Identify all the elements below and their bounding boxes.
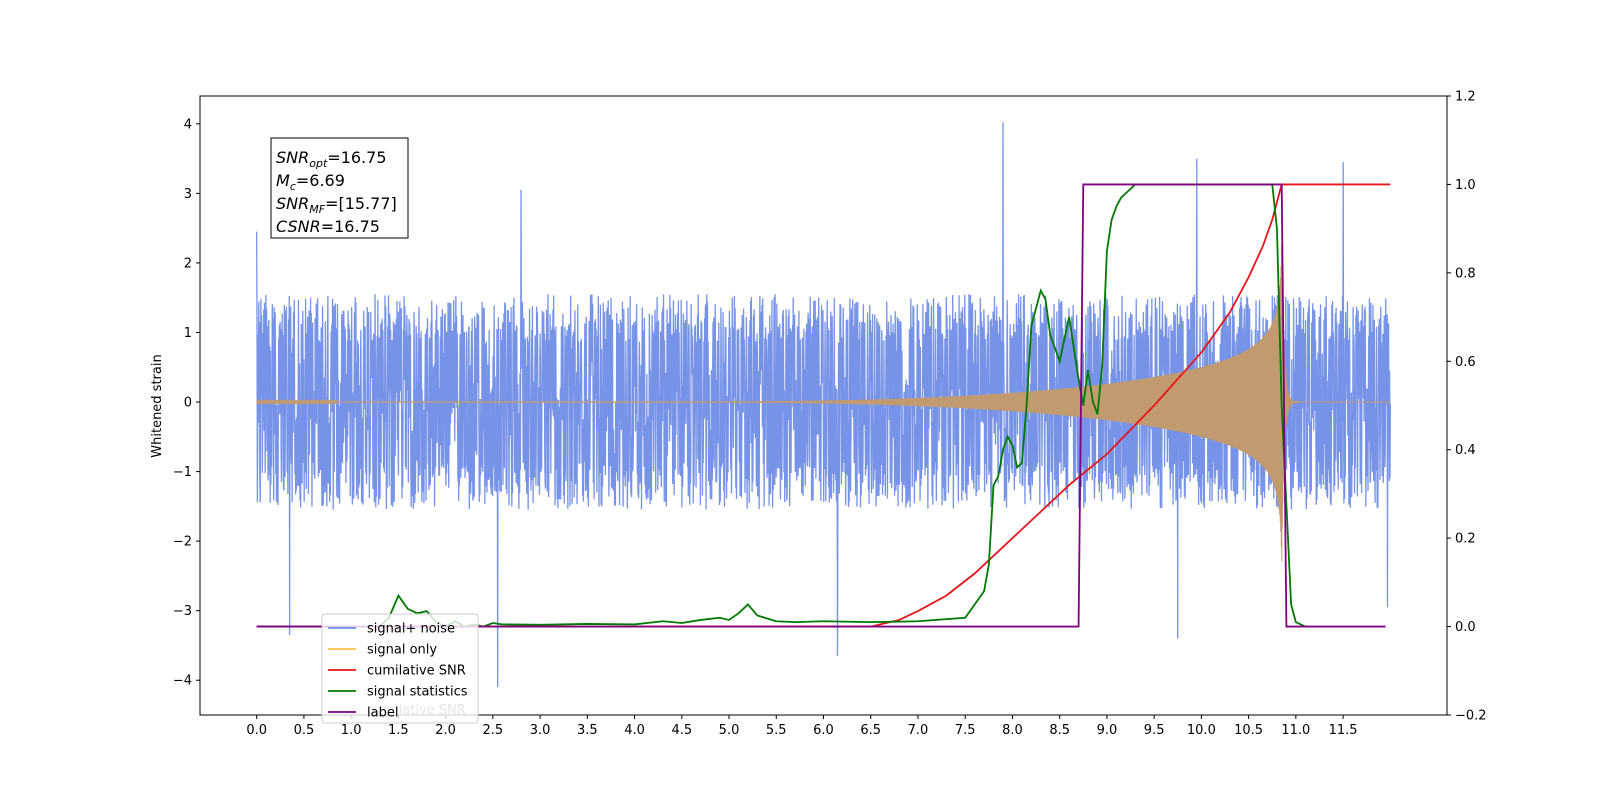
y2-tick-label: 1.2 bbox=[1455, 90, 1476, 105]
y-tick-label: −2 bbox=[173, 535, 192, 550]
y-tick-label: 0 bbox=[184, 396, 192, 411]
y2-tick-label: 0.2 bbox=[1455, 532, 1476, 547]
x-tick-label: 11.0 bbox=[1281, 723, 1310, 738]
x-tick-label: 8.0 bbox=[1002, 723, 1023, 738]
y2-tick-label: 0.0 bbox=[1455, 620, 1476, 635]
x-tick-label: 9.0 bbox=[1097, 723, 1118, 738]
y-tick-label: 1 bbox=[184, 326, 192, 341]
legend-label: cumilative SNR bbox=[367, 664, 466, 679]
x-tick-label: 4.5 bbox=[671, 723, 692, 738]
annotation-line: CSNR=16.75 bbox=[276, 217, 380, 236]
y-tick-label: 2 bbox=[184, 256, 192, 271]
series-2 bbox=[256, 183, 1391, 628]
x-tick-label: 4.0 bbox=[624, 723, 645, 738]
annotation-line: SNRopt=16.75 bbox=[276, 148, 387, 170]
y-axis-label: Whitened strain bbox=[150, 354, 165, 457]
x-tick-label: 0.0 bbox=[246, 723, 267, 738]
y2-tick-label: 0.6 bbox=[1455, 355, 1476, 370]
x-tick-label: 3.5 bbox=[577, 723, 598, 738]
x-tick-label: 8.5 bbox=[1049, 723, 1070, 738]
annotation-line: SNRMF=[15.77] bbox=[276, 194, 397, 216]
y2-tick-label: 0.8 bbox=[1455, 266, 1476, 281]
legend: cumilative SNR signal+ noise signal only cu… bbox=[321, 613, 479, 724]
series-layer bbox=[256, 122, 1391, 688]
y-axis: 4 3 2 1 0 −1 −2 −3 −4 bbox=[173, 117, 200, 689]
x-tick-label: 7.5 bbox=[955, 723, 976, 738]
x-tick-label: 5.5 bbox=[766, 723, 787, 738]
x-axis: 0.0 0.5 1.0 1.5 2.0 2.5 3.0 3.5 4.0 4.5 5.0 5.5 6.0 6… bbox=[246, 715, 1358, 738]
y2-axis: 1.2 1.0 0.8 0.6 0.4 0.2 0.0 −0.2 bbox=[1447, 90, 1487, 724]
series-1 bbox=[256, 245, 1391, 562]
x-tick-label: 1.5 bbox=[388, 723, 409, 738]
x-tick-label: 2.5 bbox=[483, 723, 504, 738]
x-tick-label: 1.0 bbox=[341, 723, 362, 738]
x-tick-label: 6.0 bbox=[813, 723, 834, 738]
y2-tick-label: 1.0 bbox=[1455, 178, 1476, 193]
x-tick-label: 2.0 bbox=[435, 723, 456, 738]
legend-label: signal+ noise bbox=[367, 622, 455, 637]
x-tick-label: 11.5 bbox=[1329, 723, 1358, 738]
series-line bbox=[256, 183, 1386, 628]
y-tick-label: −3 bbox=[173, 604, 192, 619]
legend-label: signal only bbox=[367, 643, 437, 658]
series-line bbox=[256, 245, 1391, 562]
series-line bbox=[256, 122, 1391, 688]
x-tick-label: 0.5 bbox=[294, 723, 315, 738]
x-tick-label: 6.5 bbox=[860, 723, 881, 738]
x-tick-label: 7.0 bbox=[908, 723, 929, 738]
y-tick-label: 3 bbox=[184, 187, 192, 202]
series-line bbox=[256, 183, 1391, 628]
x-tick-label: 10.5 bbox=[1234, 723, 1263, 738]
series-0 bbox=[256, 122, 1391, 688]
x-tick-label: 3.0 bbox=[530, 723, 551, 738]
y-tick-label: 4 bbox=[184, 117, 192, 132]
series-4 bbox=[256, 183, 1386, 628]
legend-frame bbox=[321, 613, 479, 724]
legend-label: signal statistics bbox=[367, 685, 468, 700]
x-tick-label: 5.0 bbox=[719, 723, 740, 738]
legend-label: label bbox=[367, 706, 398, 721]
y-tick-label: −1 bbox=[173, 465, 192, 480]
y-tick-label: −4 bbox=[173, 674, 192, 689]
y2-tick-label: −0.2 bbox=[1455, 709, 1487, 724]
x-tick-label: 10.0 bbox=[1187, 723, 1216, 738]
legend-ghost-text: cumilative SNR bbox=[367, 703, 466, 718]
x-tick-label: 9.5 bbox=[1144, 723, 1165, 738]
annotation-frame bbox=[270, 137, 409, 239]
annotation-box: SNRopt=16.75Mc=6.69SNRMF=[15.77]CSNR=16.… bbox=[270, 137, 409, 239]
y2-tick-label: 0.4 bbox=[1455, 443, 1476, 458]
annotation-line: Mc=6.69 bbox=[276, 171, 345, 193]
